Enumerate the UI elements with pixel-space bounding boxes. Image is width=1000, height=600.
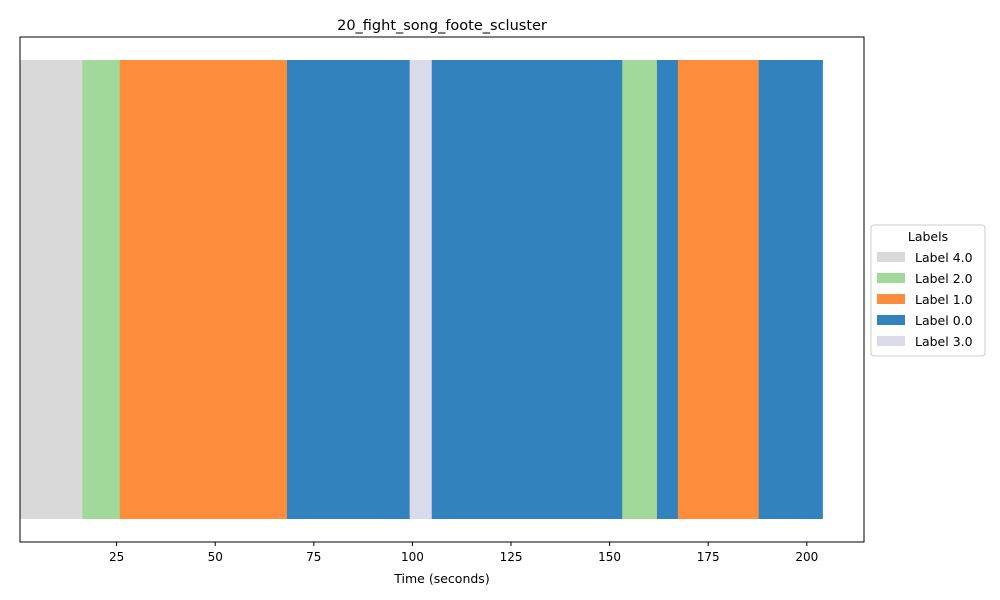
x-tick-label-50: 50 xyxy=(208,550,223,564)
segments-group xyxy=(20,60,823,519)
chart-title: 20_fight_song_foote_scluster xyxy=(337,18,547,34)
legend-swatch-4 xyxy=(877,336,905,346)
segment-bar-6 xyxy=(622,60,658,519)
x-tick-label-150: 150 xyxy=(598,550,621,564)
x-tick-label-25: 25 xyxy=(109,550,124,564)
legend-title: Labels xyxy=(908,229,948,244)
segment-bar-2 xyxy=(119,60,288,519)
legend-swatch-0 xyxy=(877,252,905,262)
x-tick-label-100: 100 xyxy=(401,550,424,564)
segment-bar-4 xyxy=(409,60,433,519)
segment-bar-5 xyxy=(431,60,623,519)
segment-bar-1 xyxy=(82,60,121,519)
segment-bar-7 xyxy=(656,60,679,519)
segment-bar-8 xyxy=(677,60,759,519)
legend-entries-group: Label 4.0 Label 2.0 Label 1.0 Label 0.0 Labe… xyxy=(877,250,973,349)
segment-bar-9 xyxy=(758,60,823,519)
legend-swatch-1 xyxy=(877,273,905,283)
legend-label-2: Label 1.0 xyxy=(915,292,973,307)
legend-label-4: Label 3.0 xyxy=(915,334,973,349)
x-ticks-group: 25 50 75 100 125 150 175 200 xyxy=(109,542,818,564)
x-axis-label: Time (seconds) xyxy=(393,571,489,586)
x-tick-label-125: 125 xyxy=(500,550,523,564)
x-tick-label-200: 200 xyxy=(795,550,818,564)
legend-swatch-3 xyxy=(877,315,905,325)
legend-label-3: Label 0.0 xyxy=(915,313,973,328)
segment-bar-3 xyxy=(287,60,410,519)
x-tick-label-75: 75 xyxy=(306,550,321,564)
legend-label-0: Label 4.0 xyxy=(915,250,973,265)
x-tick-label-175: 175 xyxy=(697,550,720,564)
legend-label-1: Label 2.0 xyxy=(915,271,973,286)
plot-frame xyxy=(19,36,865,543)
segment-bar-0 xyxy=(20,60,83,519)
legend-swatch-2 xyxy=(877,294,905,304)
